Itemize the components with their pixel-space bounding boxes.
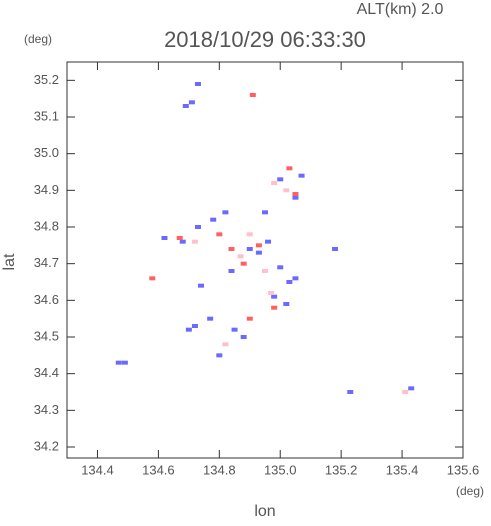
x-tick-label: 134.8 bbox=[203, 462, 236, 477]
radar-echo bbox=[228, 269, 235, 273]
subtitle: ALT(km) 2.0 bbox=[357, 1, 444, 18]
y-tick-label: 34.6 bbox=[34, 292, 59, 307]
radar-echo bbox=[249, 93, 256, 97]
y-tick-label: 34.4 bbox=[34, 365, 59, 380]
x-axis-label: lon bbox=[254, 503, 275, 520]
radar-echo bbox=[240, 335, 247, 339]
radar-echo bbox=[332, 247, 339, 251]
radar-echo bbox=[182, 104, 189, 108]
y-axis-label: lat bbox=[1, 253, 18, 270]
y-unit: (deg) bbox=[24, 32, 52, 46]
radar-echo bbox=[179, 239, 186, 244]
y-tick-label: 34.5 bbox=[34, 328, 59, 343]
radar-echo bbox=[207, 316, 214, 321]
radar-echo bbox=[271, 294, 278, 299]
radar-echo bbox=[191, 239, 198, 244]
x-tick-label: 134.4 bbox=[81, 462, 114, 477]
radar-echo bbox=[262, 269, 268, 273]
radar-echo bbox=[292, 195, 299, 200]
radar-echo bbox=[115, 360, 122, 365]
radar-echo bbox=[402, 390, 409, 394]
radar-echo bbox=[121, 360, 128, 365]
radar-echo bbox=[262, 210, 268, 215]
radar-echo bbox=[188, 100, 195, 105]
y-tick-label: 35.0 bbox=[34, 145, 59, 160]
radar-echo bbox=[231, 327, 238, 332]
radar-echo bbox=[216, 353, 223, 358]
radar-echo bbox=[347, 390, 354, 394]
radar-echo bbox=[255, 250, 262, 255]
y-tick-label: 34.2 bbox=[34, 438, 59, 453]
plot-frame bbox=[66, 61, 464, 459]
radar-echo bbox=[194, 225, 201, 229]
radar-echo bbox=[268, 291, 275, 295]
radar-echo bbox=[185, 327, 192, 332]
radar-echo bbox=[176, 236, 183, 240]
radar-echo bbox=[246, 316, 253, 321]
radar-echo bbox=[194, 82, 201, 86]
radar-echo bbox=[277, 177, 284, 182]
radar-echo bbox=[246, 247, 253, 251]
radar-echo bbox=[286, 166, 293, 171]
radar-echo bbox=[286, 280, 293, 284]
radar-echo bbox=[222, 342, 229, 347]
x-tick-label: 134.6 bbox=[142, 462, 175, 477]
radar-echo bbox=[277, 265, 284, 270]
y-tick-label: 34.8 bbox=[34, 218, 59, 233]
radar-echo bbox=[283, 188, 290, 193]
x-tick-label: 135.6 bbox=[447, 462, 480, 477]
x-tick-label: 135.4 bbox=[386, 462, 419, 477]
radar-echo bbox=[246, 232, 253, 237]
y-tick-label: 34.9 bbox=[34, 182, 59, 197]
y-tick-label: 35.1 bbox=[34, 108, 59, 123]
radar-echo bbox=[161, 236, 168, 240]
radar-echo bbox=[298, 173, 305, 178]
radar-echo bbox=[408, 386, 415, 391]
radar-echo bbox=[237, 254, 244, 259]
radar-echo bbox=[191, 324, 198, 328]
y-tick-label: 34.3 bbox=[34, 402, 59, 417]
x-unit: (deg) bbox=[456, 484, 484, 498]
radar-echo bbox=[228, 247, 235, 251]
radar-echo bbox=[271, 305, 278, 310]
radar-echo bbox=[283, 302, 290, 306]
radar-echo bbox=[240, 261, 247, 266]
radar-echo bbox=[271, 181, 278, 185]
radar-echo bbox=[265, 239, 272, 244]
y-tick-label: 35.2 bbox=[34, 72, 59, 87]
y-tick-label: 34.7 bbox=[34, 255, 59, 270]
radar-echo bbox=[149, 276, 156, 281]
x-tick-label: 135.2 bbox=[325, 462, 358, 477]
x-tick-label: 135.0 bbox=[264, 462, 297, 477]
radar-echo bbox=[255, 243, 262, 248]
radar-echo bbox=[292, 276, 299, 281]
radar-echo bbox=[210, 217, 217, 222]
radar-echo bbox=[292, 192, 299, 196]
radar-echo bbox=[216, 232, 223, 237]
radar-echo bbox=[222, 210, 229, 215]
radar-echo bbox=[198, 283, 205, 288]
chart-title: 2018/10/29 06:33:30 bbox=[164, 27, 366, 52]
